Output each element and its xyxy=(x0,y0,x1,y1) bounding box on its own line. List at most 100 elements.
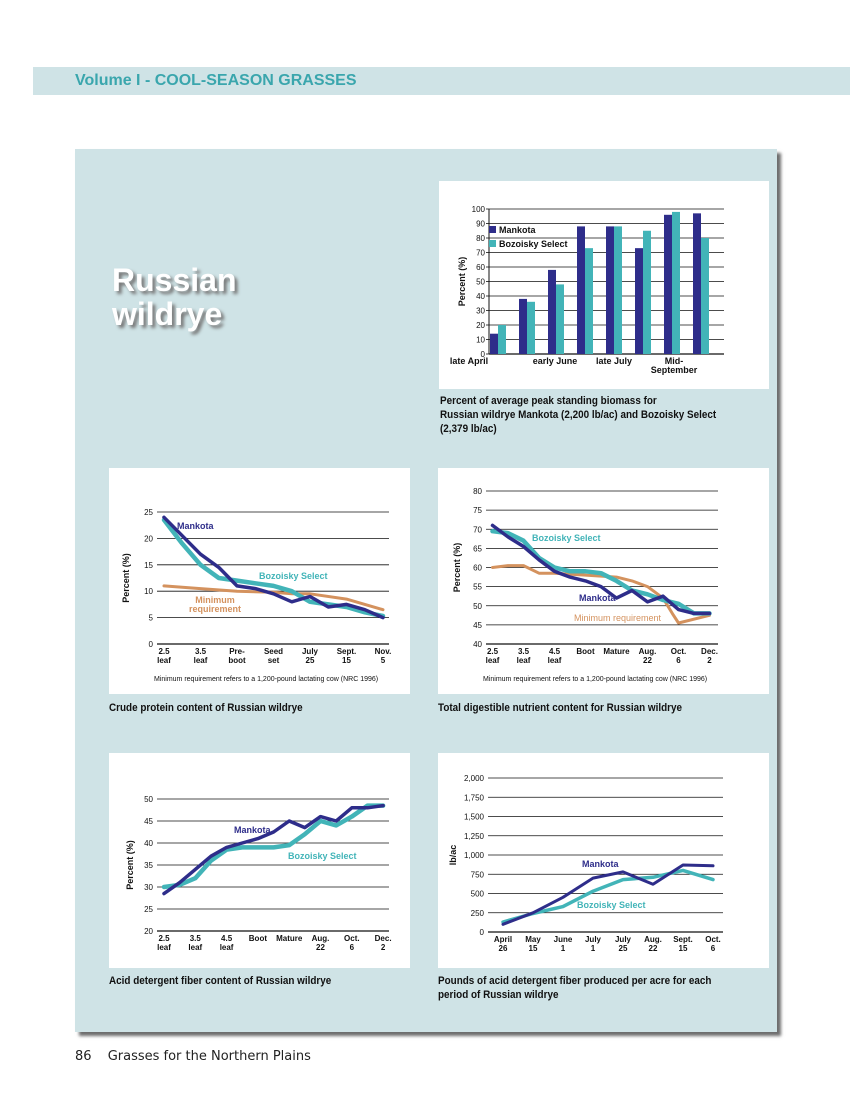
x-tick-label: Pre-boot xyxy=(228,647,246,665)
x-tick-label: Dec. 2 xyxy=(375,934,392,952)
y-axis-label: Percent (%) xyxy=(452,543,462,593)
series-label-bozoisky: Bozoisky Select xyxy=(259,571,328,581)
bar-mankota xyxy=(519,298,527,354)
x-tick-label: July 1 xyxy=(585,935,602,953)
y-tick-label: 250 xyxy=(471,909,485,918)
series-line-mankota xyxy=(162,803,385,896)
caption-adf-lb-line-2: period of Russian wildrye xyxy=(438,989,559,1001)
x-tick-label: 4.5 leaf xyxy=(548,647,562,665)
chart-adf-lb-box: 0 250 500 750 1,000 1,250 1,500 1,750 2,000 lb/ac… xyxy=(438,753,769,968)
series-line-bozoisky xyxy=(161,803,386,890)
series-line-bozoisky xyxy=(501,868,715,924)
y-tick-label: 45 xyxy=(473,621,482,630)
series-label-mankota: Mankota xyxy=(579,593,617,603)
y-tick-label: 0 xyxy=(481,350,486,359)
y-tick-label: 15 xyxy=(144,561,153,570)
bar-bozoisky xyxy=(672,211,680,354)
series-line-mankota xyxy=(490,523,712,616)
caption-protein: Crude protein content of Russian wildrye xyxy=(109,701,303,715)
bar-mankota xyxy=(606,226,614,354)
x-tick-label: July 25 xyxy=(302,647,319,665)
series-label-mankota: Mankota xyxy=(234,825,272,835)
bar-mankota xyxy=(635,248,643,354)
y-tick-label: 25 xyxy=(144,508,153,517)
chart-tdn: 40 45 50 55 60 65 70 75 80 Percent (%) 2.5 leaf 3.5 l… xyxy=(452,487,718,683)
y-axis-label: Percent (%) xyxy=(457,257,467,307)
y-tick-label: 20 xyxy=(144,927,153,936)
y-tick-label: 75 xyxy=(473,506,482,515)
legend-label: Mankota xyxy=(499,225,537,235)
y-tick-label: 55 xyxy=(473,583,482,592)
bar-bozoisky xyxy=(701,238,709,354)
chart-biomass: 0 10 20 30 40 50 60 70 80 90 100 Percent (%) late Ap… xyxy=(450,205,724,375)
x-tick-label: Nov. 5 xyxy=(375,647,392,665)
y-tick-label: 30 xyxy=(476,307,485,316)
chart-note: Minimum requirement refers to a 1,200-po… xyxy=(483,676,707,683)
caption-adf-lb-line-1: Pounds of acid detergent fiber produced … xyxy=(438,975,712,987)
y-tick-label: 80 xyxy=(473,487,482,496)
x-tick-label: Sept. 15 xyxy=(337,647,357,665)
y-tick-label: 45 xyxy=(144,817,153,826)
y-tick-label: 20 xyxy=(476,321,485,330)
species-title-line-2: wildrye xyxy=(112,296,223,332)
caption-adf: Acid detergent fiber content of Russian … xyxy=(109,974,331,988)
y-tick-label: 25 xyxy=(144,905,153,914)
caption-biomass-line-3: (2,379 lb/ac) xyxy=(440,423,497,435)
series-label-minimum: Minimum requirement xyxy=(189,595,241,614)
caption-adf-line-1: Acid detergent fiber content of Russian … xyxy=(109,975,332,987)
x-tick-label: Seed set xyxy=(264,647,283,665)
chart-adf: 20 25 30 35 40 45 50 Percent (%) 2.5 leaf 3.5 leaf 4… xyxy=(125,795,392,952)
y-tick-label: 70 xyxy=(473,525,482,534)
y-tick-label: 750 xyxy=(471,870,485,879)
x-tick-label: Aug. 22 xyxy=(644,935,662,953)
caption-adf-lb: Pounds of acid detergent fiber produced … xyxy=(438,974,711,1002)
x-tick-label: 3.5 leaf xyxy=(188,934,202,952)
series-label-bozoisky: Bozoisky Select xyxy=(532,533,601,543)
x-tick-label: Oct. 6 xyxy=(344,934,360,952)
chart-protein-box: 0 5 10 15 20 25 Percent (%) 2.5 leaf 3.5 leaf Pre-b… xyxy=(109,468,410,694)
y-tick-label: 60 xyxy=(473,564,482,573)
x-tick-label: Oct. 6 xyxy=(671,647,687,665)
y-tick-label: 65 xyxy=(473,544,482,553)
series-label-mankota: Mankota xyxy=(177,521,215,531)
x-tick-label: Aug. 22 xyxy=(312,934,330,952)
x-tick-label: 2.5 leaf xyxy=(157,647,171,665)
chart-biomass-box: 0 10 20 30 40 50 60 70 80 90 100 Percent (%) late Ap… xyxy=(439,181,769,389)
x-tick-label: April 26 xyxy=(494,935,512,953)
y-tick-label: 60 xyxy=(476,263,485,272)
bar-bozoisky xyxy=(556,284,564,354)
x-tick-label: Mid-September xyxy=(651,356,698,375)
y-tick-label: 500 xyxy=(471,890,485,899)
series-line-minimum xyxy=(162,584,385,612)
caption-tdn-line-1: Total digestible nutrient content for Ru… xyxy=(438,702,683,714)
x-tick-label: 3.5 leaf xyxy=(194,647,208,665)
bar-bozoisky xyxy=(643,230,651,354)
y-tick-label: 40 xyxy=(473,640,482,649)
y-tick-label: 1,250 xyxy=(464,832,485,841)
y-tick-label: 50 xyxy=(144,795,153,804)
y-tick-label: 1,500 xyxy=(464,813,485,822)
series-line-bozoisky xyxy=(161,517,386,619)
x-tick-label: 4.5 leaf xyxy=(220,934,234,952)
y-tick-label: 5 xyxy=(149,614,154,623)
bar-mankota xyxy=(490,333,498,354)
y-tick-label: 1,750 xyxy=(464,793,485,802)
x-tick-label: early June xyxy=(533,356,578,366)
series-label-bozoisky: Bozoisky Select xyxy=(288,851,357,861)
bar-mankota xyxy=(577,226,585,354)
series-label-bozoisky: Bozoisky Select xyxy=(577,900,646,910)
bar-mankota xyxy=(664,214,672,354)
x-tick-label: Mature xyxy=(603,647,630,656)
chart-note: Minimum requirement refers to a 1,200-po… xyxy=(154,676,378,683)
bar-bozoisky xyxy=(527,301,535,354)
legend-swatch xyxy=(489,240,496,247)
y-tick-label: 70 xyxy=(476,249,485,258)
page-number: 86 xyxy=(75,1049,92,1064)
y-tick-label: 2,000 xyxy=(464,774,485,783)
y-tick-label: 0 xyxy=(149,640,154,649)
y-tick-label: 80 xyxy=(476,234,485,243)
x-tick-label: June 1 xyxy=(554,935,573,953)
x-tick-label: 3.5 leaf xyxy=(517,647,531,665)
x-tick-label: late April xyxy=(450,356,488,366)
x-tick-label: late July xyxy=(596,356,632,366)
